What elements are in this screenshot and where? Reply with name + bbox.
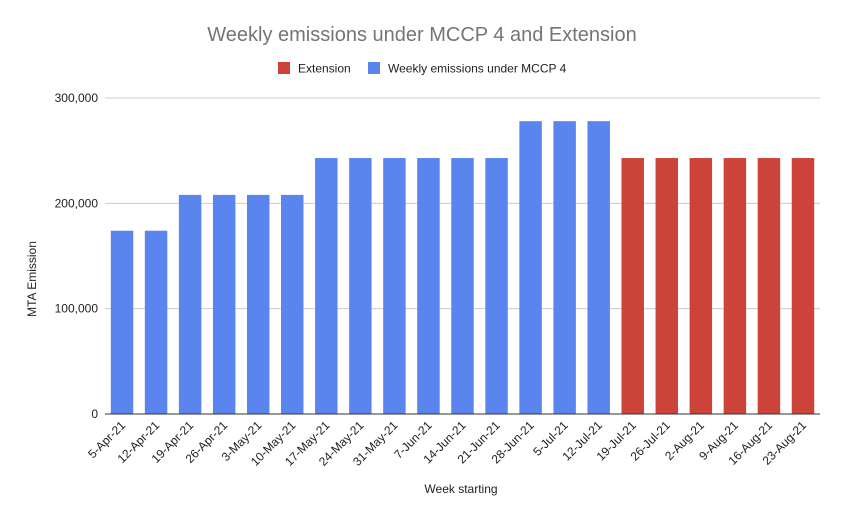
legend-label-extension: Extension — [298, 62, 351, 76]
chart-title: Weekly emissions under MCCP 4 and Extens… — [207, 24, 636, 46]
y-tick-label: 0 — [91, 407, 98, 421]
bar — [144, 230, 168, 414]
legend-swatch-mccp4 — [368, 62, 380, 74]
y-axis-title: MTA Emission — [25, 241, 39, 317]
bar — [315, 158, 338, 414]
bar — [349, 158, 372, 414]
bar — [689, 158, 713, 414]
bar — [655, 158, 679, 414]
bar — [791, 158, 815, 414]
bar — [621, 158, 644, 414]
legend-swatch-extension — [278, 62, 290, 74]
bar — [281, 194, 304, 414]
bar — [178, 194, 202, 414]
bar — [417, 158, 440, 414]
bar — [587, 121, 610, 415]
bars — [110, 121, 815, 415]
y-axis-ticks: 0 100,000 200,000 300,000 — [55, 91, 99, 421]
bar — [110, 230, 134, 414]
legend-label-mccp4: Weekly emissions under MCCP 4 — [388, 62, 567, 76]
legend: Extension Weekly emissions under MCCP 4 — [278, 62, 567, 76]
y-tick-label: 100,000 — [55, 302, 99, 316]
x-axis-title: Week starting — [424, 482, 497, 496]
bar — [451, 158, 474, 414]
y-tick-label: 300,000 — [55, 91, 99, 105]
bar — [212, 194, 236, 414]
bar — [485, 158, 508, 414]
bar — [757, 158, 781, 414]
bar — [383, 158, 406, 414]
bar — [246, 194, 270, 414]
bar — [553, 121, 576, 415]
y-tick-label: 200,000 — [55, 196, 99, 210]
bar — [723, 158, 747, 414]
bar — [519, 121, 542, 415]
x-axis-ticks: 5-Apr-2112-Apr-2119-Apr-2126-Apr-213-May… — [85, 418, 809, 469]
